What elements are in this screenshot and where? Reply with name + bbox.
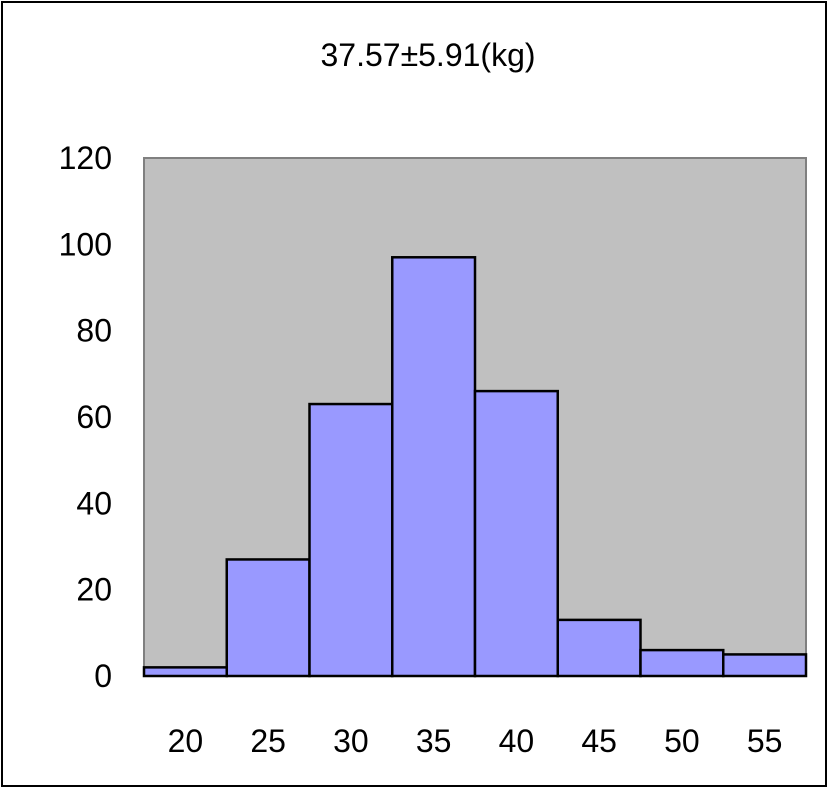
- x-tick-label: 40: [499, 723, 535, 759]
- x-tick-label: 25: [250, 723, 286, 759]
- bar-35: [391, 256, 477, 678]
- y-tick-label: 80: [76, 313, 112, 349]
- x-axis: 20 25 30 35 40 45 50 55: [168, 723, 783, 759]
- bar-45: [556, 618, 642, 678]
- y-tick-label: 60: [76, 399, 112, 435]
- y-tick-label: 120: [59, 140, 112, 176]
- y-tick-label: 100: [59, 226, 112, 262]
- bar-30: [308, 402, 394, 678]
- x-tick-label: 20: [168, 723, 204, 759]
- bar-50: [639, 648, 725, 678]
- bars-layer: [142, 256, 808, 678]
- y-axis: 0 20 40 60 80 100 120: [59, 140, 112, 694]
- y-tick-label: 0: [94, 658, 112, 694]
- bar-40: [473, 389, 559, 678]
- x-tick-label: 50: [664, 723, 700, 759]
- x-tick-label: 30: [333, 723, 369, 759]
- bar-25: [225, 558, 311, 678]
- x-tick-label: 55: [747, 723, 783, 759]
- y-tick-label: 20: [76, 572, 112, 608]
- bar-20: [142, 666, 228, 678]
- x-tick-label: 35: [416, 723, 452, 759]
- y-tick-label: 40: [76, 485, 112, 521]
- x-tick-label: 45: [581, 723, 617, 759]
- bar-55: [722, 653, 808, 678]
- chart-title: 37.57±5.91(kg): [320, 37, 535, 73]
